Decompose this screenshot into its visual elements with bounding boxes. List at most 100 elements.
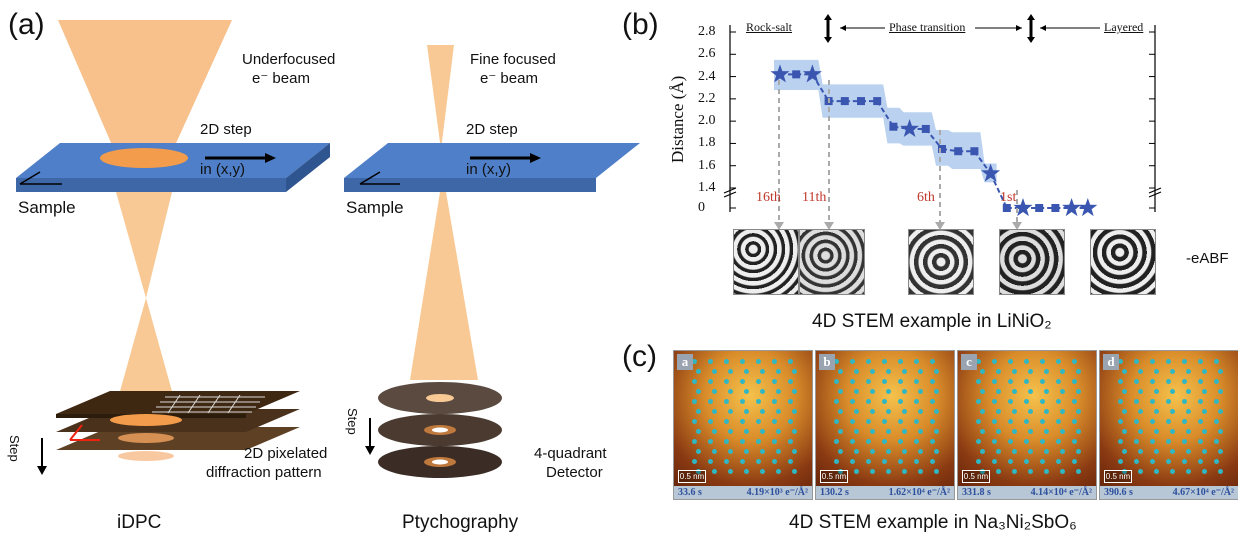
ptycho-detector-line2: Detector [546, 464, 603, 481]
stem-frame-tag: b [819, 354, 835, 370]
panel-c-caption: 4D STEM example in Na₃Ni₂SbO₆ [789, 512, 1077, 533]
layer-drop-lines [778, 80, 1018, 226]
data-point [889, 122, 898, 131]
data-point-star [770, 64, 790, 83]
stem-frame-footer: 331.8 s 4.14×10⁴ e⁻/Å² [958, 486, 1096, 499]
data-point-star [1078, 198, 1098, 217]
ptycho-beam-upper [427, 45, 454, 150]
data-point [970, 147, 979, 156]
frame-time: 130.2 s [820, 487, 849, 498]
ptycho-beam-label: Fine focused e⁻ beam [470, 50, 556, 88]
idpc-beam-label-line2: e⁻ beam [252, 70, 310, 87]
idpc-detector-layer-3 [56, 427, 300, 450]
idpc-beam-lower [116, 192, 172, 298]
phase-transition: Phase transition [889, 20, 966, 34]
ptycho-sample-slab [344, 143, 640, 178]
idpc-detector-line2: diffraction pattern [206, 464, 322, 481]
frame-dose: 4.67×10⁴ e⁻/Å² [1172, 487, 1234, 498]
phase-rocksalt: Rock-salt [746, 20, 792, 34]
y-tick-marks [730, 31, 1155, 209]
ptycho-beam-lower [410, 192, 478, 380]
frame-time: 331.8 s [962, 487, 991, 498]
scale-bar: 0.5 nm [678, 470, 706, 483]
y-tick-label: 1.4 [698, 180, 716, 195]
stem-frame-footer: 390.6 s 4.67×10⁴ e⁻/Å² [1100, 486, 1238, 499]
frame-dose: 1.62×10⁴ e⁻/Å² [888, 487, 950, 498]
stem-frame-footer: 33.6 s 4.19×10³ e⁻/Å² [674, 486, 812, 499]
eabf-image-4 [999, 229, 1065, 295]
layer-label-1st: 1st [1000, 190, 1017, 205]
stem-frame-d: d 0.5 nm 390.6 s 4.67×10⁴ e⁻/Å² [1099, 350, 1238, 500]
data-point-star [900, 118, 920, 138]
panel-b-caption: 4D STEM example in LiNiO₂ [812, 311, 1052, 332]
ptycho-detector-stack [378, 382, 502, 478]
frame-dose: 4.14×10⁴ e⁻/Å² [1030, 487, 1092, 498]
layer-label-11th: 11th [802, 190, 827, 205]
ptycho-step-vertical: Step [345, 408, 360, 435]
stem-frame-tag: c [961, 354, 977, 370]
frame-dose: 4.19×10³ e⁻/Å² [746, 487, 808, 498]
y-tick-label: 1.8 [698, 135, 716, 151]
frame-time: 33.6 s [678, 487, 702, 498]
y-tick-label: 1.6 [698, 157, 716, 173]
layer-label-6th: 6th [917, 190, 935, 205]
idpc-caption: iDPC [117, 512, 162, 533]
idpc-step-label: 2D step [200, 120, 252, 139]
data-point [857, 97, 865, 106]
panel-a-label: (a) [8, 8, 45, 41]
data-point [1035, 204, 1044, 212]
stem-frame-c: c 0.5 nm 331.8 s 4.14×10⁴ e⁻/Å² [957, 350, 1097, 500]
scale-bar: 0.5 nm [820, 470, 848, 483]
data-point-star [1013, 198, 1033, 217]
idpc-beam-label: Underfocused e⁻ beam [242, 50, 335, 88]
eabf-image-5 [1090, 229, 1156, 295]
uncertainty-band [774, 59, 997, 183]
frame-time: 390.6 s [1104, 487, 1133, 498]
idpc-beam-label-line1: Underfocused [242, 51, 336, 68]
y-tick-label: 0 [698, 200, 705, 215]
data-point [1051, 204, 1060, 212]
scale-bar: 0.5 nm [962, 470, 990, 483]
distance-chart [723, 14, 1162, 230]
data-point [840, 97, 849, 106]
stem-frame-tag: a [677, 354, 693, 370]
idpc-pixel-grid [152, 394, 265, 414]
idpc-step-vertical: Step [7, 435, 22, 462]
data-point-star [1062, 198, 1082, 217]
y-tick-label: 2.6 [698, 46, 716, 62]
ptycho-detector-line1: 4-quadrant [534, 445, 607, 462]
idpc-step-coords: in (x,y) [200, 161, 245, 178]
idpc-detector-label: 2D pixelated diffraction pattern [200, 444, 327, 482]
data-point-star [802, 64, 822, 83]
eabf-label: -eABF [1186, 250, 1229, 267]
data-point [792, 70, 801, 79]
idpc-detector-line1: 2D pixelated [244, 445, 328, 462]
series-marks [770, 64, 1098, 217]
data-point [938, 145, 946, 153]
series-segment [989, 173, 1008, 209]
eabf-image-2 [799, 229, 865, 295]
ptycho-beam-label-line1: Fine focused [470, 51, 556, 68]
ptycho-sample-label: Sample [346, 198, 404, 217]
y-tick-label: 2.2 [698, 90, 716, 106]
ptycho-step-label: 2D step [466, 121, 518, 138]
data-point [1002, 204, 1011, 212]
layer-label-16th: 16th [756, 190, 781, 205]
scale-bar: 0.5 nm [1104, 470, 1132, 483]
idpc-beam-upper [58, 20, 232, 152]
ptycho-step-coords: in (x,y) [466, 161, 511, 178]
stem-frame-a: a 0.5 nm 33.6 s 4.19×10³ e⁻/Å² [673, 350, 813, 500]
eabf-image-1 [733, 229, 799, 295]
eabf-image-3 [908, 229, 974, 295]
data-point-star [981, 163, 1001, 182]
series-segment [811, 73, 830, 102]
stem-frame-tag: d [1103, 354, 1119, 370]
data-point [921, 124, 930, 133]
panel-a-illustration [16, 20, 640, 478]
data-point [954, 147, 963, 156]
idpc-sample-label: Sample [18, 198, 76, 217]
y-tick-label: 2.8 [698, 24, 716, 39]
stem-frame-b: b 0.5 nm 130.2 s 1.62×10⁴ e⁻/Å² [815, 350, 955, 500]
idpc-beam-spot [100, 148, 188, 168]
phase-layered: Layered [1104, 20, 1144, 34]
